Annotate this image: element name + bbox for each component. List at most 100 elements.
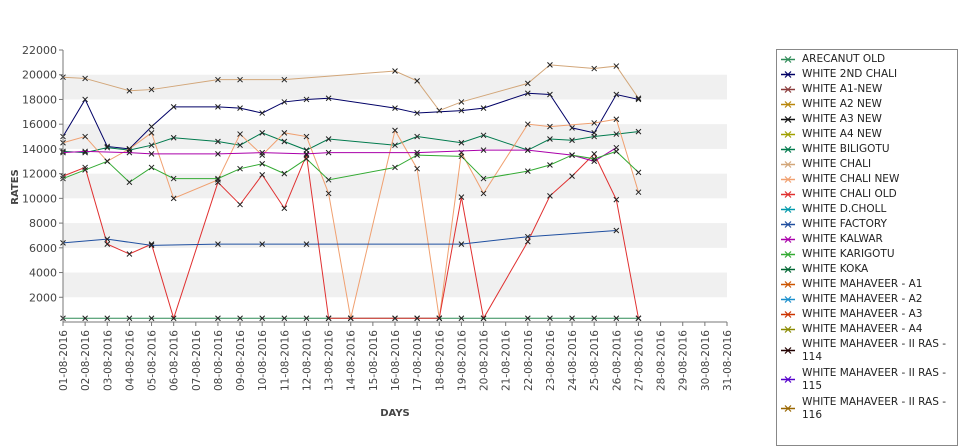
x-tick-label: 22-08-2016 <box>523 330 535 391</box>
series-line <box>62 64 639 112</box>
x-tick-label: 08-08-2016 <box>213 330 225 391</box>
x-tick-label: 26-08-2016 <box>611 330 623 391</box>
x-tick-label: 09-08-2016 <box>235 330 247 391</box>
data-point <box>303 96 310 103</box>
legend-item: WHITE A3 NEW <box>781 113 951 126</box>
data-point <box>303 241 310 247</box>
data-point <box>591 158 598 165</box>
data-point <box>547 136 553 142</box>
data-point <box>281 205 288 212</box>
data-point <box>325 176 332 183</box>
x-tick-label: 29-08-2016 <box>678 330 690 391</box>
legend-label: WHITE MAHAVEER - A4 <box>802 323 923 335</box>
data-point <box>414 110 420 116</box>
data-point <box>82 133 88 140</box>
legend-swatch-icon <box>781 326 795 333</box>
data-point <box>126 87 133 94</box>
data-point <box>303 133 310 140</box>
y-tick-label: 14000 <box>22 143 57 156</box>
data-point <box>547 91 553 98</box>
data-point <box>524 315 531 322</box>
data-point <box>148 242 155 249</box>
x-tick-label: 30-08-2016 <box>700 330 712 391</box>
y-tick-label: 2000 <box>29 291 57 304</box>
legend-label: WHITE KARIGOTU <box>802 248 895 260</box>
data-point <box>126 179 133 186</box>
data-point <box>347 315 354 322</box>
axes: 2000 4000 6000 8000 10000 12000 14000 16000 1800… <box>22 44 734 391</box>
data-point <box>325 190 332 197</box>
legend-item: WHITE 2ND CHALI <box>781 68 951 81</box>
series-line <box>62 150 639 183</box>
legend-label: WHITE CHALI OLD <box>802 188 897 200</box>
data-point <box>591 151 598 157</box>
series-line <box>62 153 639 320</box>
data-point <box>613 63 620 69</box>
legend-item: WHITE KARIGOTU <box>781 248 951 261</box>
legend-swatch-icon <box>781 206 795 213</box>
legend-item: WHITE MAHAVEER - A3 <box>781 308 951 321</box>
data-point <box>82 96 88 103</box>
data-point <box>82 167 88 173</box>
data-point <box>392 127 398 134</box>
legend-swatch-icon <box>781 71 795 78</box>
series-white-kalwar <box>60 144 620 165</box>
y-tick-label: 18000 <box>22 93 57 106</box>
data-point <box>524 168 531 175</box>
legend-label: WHITE 2ND CHALI <box>802 68 898 80</box>
data-point <box>458 99 465 105</box>
data-point <box>281 99 288 105</box>
data-point <box>613 148 620 155</box>
legend-label: WHITE MAHAVEER - A3 <box>802 308 923 320</box>
legend-label: WHITE CHALI <box>802 158 872 170</box>
x-tick-label: 23-08-2016 <box>545 330 557 391</box>
data-point <box>281 170 288 177</box>
data-point <box>414 133 420 140</box>
legend-swatch-icon <box>781 405 795 412</box>
data-point <box>547 123 553 130</box>
x-tick-label: 11-08-2016 <box>279 330 291 391</box>
legend-label: WHITE A2 NEW <box>802 98 882 110</box>
y-tick-label: 4000 <box>29 267 57 280</box>
data-point <box>392 142 398 149</box>
legend-item: WHITE MAHAVEER - II RAS - 116 <box>781 396 951 422</box>
legend-item: WHITE FACTORY <box>781 218 951 231</box>
data-point <box>170 134 177 141</box>
data-point <box>148 123 155 130</box>
legend-swatch-icon <box>781 236 795 243</box>
x-tick-label: 14-08-2016 <box>346 330 358 391</box>
x-tick-label: 17-08-2016 <box>412 330 424 391</box>
data-point <box>524 238 531 245</box>
legend-label: WHITE KOKA <box>802 263 869 275</box>
data-point <box>547 315 553 322</box>
y-tick-label: 20000 <box>22 69 57 82</box>
legend-item: WHITE BILIGOTU <box>781 143 951 156</box>
data-point <box>237 76 243 83</box>
data-point <box>613 196 620 203</box>
x-tick-label: 27-08-2016 <box>633 330 645 391</box>
data-point <box>613 91 620 98</box>
legend-label: WHITE KALWAR <box>802 233 883 245</box>
legend-swatch-icon <box>781 56 795 63</box>
x-tick-label: 05-08-2016 <box>147 330 159 391</box>
x-tick-label: 12-08-2016 <box>301 330 313 391</box>
data-point <box>237 142 243 149</box>
legend-item: WHITE MAHAVEER - II RAS - 115 <box>781 367 951 393</box>
data-point <box>414 315 420 322</box>
data-point <box>480 315 487 322</box>
data-point <box>458 241 465 247</box>
x-tick-label: 15-08-2016 <box>368 330 380 391</box>
data-point <box>104 315 111 322</box>
x-tick-label: 20-08-2016 <box>479 330 491 391</box>
x-tick-label: 28-08-2016 <box>656 330 668 391</box>
series-line <box>62 147 617 162</box>
data-point <box>259 110 266 116</box>
legend-label: WHITE A1-NEW <box>802 83 883 95</box>
data-point <box>635 315 642 322</box>
data-point <box>524 90 531 97</box>
data-point <box>436 107 443 114</box>
data-point <box>148 86 155 93</box>
legend-swatch-icon <box>781 176 795 183</box>
data-point <box>170 104 177 110</box>
data-point <box>524 233 531 240</box>
